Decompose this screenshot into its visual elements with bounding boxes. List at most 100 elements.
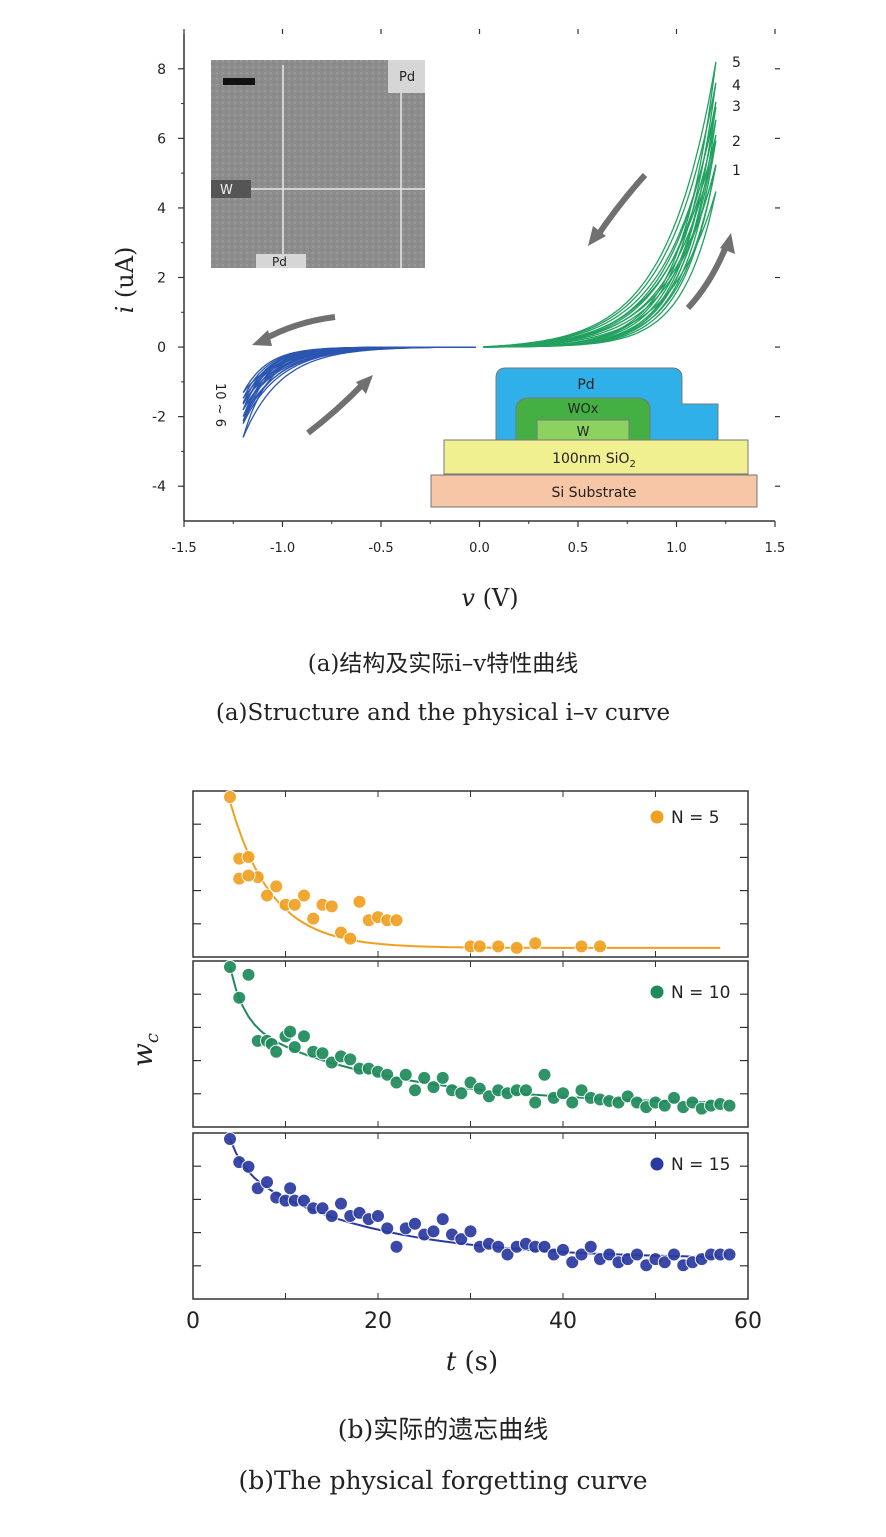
x-tick-label: 0.0 xyxy=(469,541,490,556)
legend-label: N = 15 xyxy=(671,1155,730,1175)
iv-curves xyxy=(242,61,717,438)
data-point xyxy=(565,1255,580,1270)
data-point xyxy=(297,1193,311,1208)
cycle-label: 5 xyxy=(732,55,741,71)
caption-a-en: (a)Structure and the physical i–v curve xyxy=(215,700,671,726)
data-point xyxy=(602,1247,617,1262)
sweep-arrow-head xyxy=(588,226,606,246)
data-point xyxy=(435,1070,450,1085)
iv-xlabel: v (V) xyxy=(461,584,518,612)
caption-b-cn: (b)实际的遗忘曲线 xyxy=(337,1415,549,1444)
data-point xyxy=(491,1239,506,1254)
data-point xyxy=(463,1224,478,1239)
y-tick-label: -2 xyxy=(152,410,166,426)
wox-layer-label: WOx xyxy=(568,402,599,417)
data-point xyxy=(324,1209,339,1223)
data-point xyxy=(491,939,506,954)
iv-curve-positive xyxy=(483,164,717,348)
data-point xyxy=(454,1086,469,1101)
data-point xyxy=(574,1247,589,1262)
y-tick-label: 6 xyxy=(157,131,166,147)
forgetting-ylabel: wc xyxy=(126,1033,163,1067)
cycle-label: 2 xyxy=(732,134,741,150)
cycle-label: 4 xyxy=(732,78,741,94)
caption-b-en: (b)The physical forgetting curve xyxy=(238,1466,648,1495)
w-layer xyxy=(536,419,630,441)
data-point xyxy=(667,1090,681,1105)
data-point xyxy=(556,1242,570,1257)
data-point xyxy=(241,868,256,883)
data-point xyxy=(426,1080,441,1095)
data-point xyxy=(287,897,302,912)
x-tick-label: 1.5 xyxy=(765,541,786,556)
data-point xyxy=(657,1098,672,1113)
data-point xyxy=(454,1232,469,1247)
data-point xyxy=(306,911,321,926)
data-point xyxy=(509,940,524,955)
si-substrate-layer xyxy=(430,474,758,508)
data-point xyxy=(297,1029,311,1044)
data-point xyxy=(556,1086,570,1101)
iv-curve-negative xyxy=(242,346,476,422)
sweep-arrows xyxy=(252,172,735,436)
data-point xyxy=(657,1255,672,1270)
data-point xyxy=(565,1095,580,1110)
data-point xyxy=(574,939,589,954)
forgetting-panels: N = 5 N = 10 N = 15 xyxy=(192,790,749,1300)
data-point xyxy=(398,1067,413,1082)
x-tick-label: -1.0 xyxy=(270,541,295,556)
sio2-layer xyxy=(443,439,749,475)
w-layer-label: W xyxy=(577,425,590,440)
data-point xyxy=(537,1067,552,1082)
x-tick-label: 40 xyxy=(549,1309,577,1334)
data-point xyxy=(232,990,247,1005)
sem-image xyxy=(211,60,425,268)
structure-inset: Si Substrate 100nm SiO2 Pd WOx W xyxy=(430,367,758,508)
si-substrate-label: Si Substrate xyxy=(551,485,636,501)
cycle-labels: 1 2 3 4 5 xyxy=(732,55,741,179)
sweep-arrow xyxy=(261,314,336,343)
data-point xyxy=(408,1083,422,1098)
data-point xyxy=(287,1040,302,1055)
data-point xyxy=(223,1132,237,1146)
data-point xyxy=(260,1175,274,1190)
y-tick-label: 0 xyxy=(157,340,166,356)
iv-curve-negative xyxy=(242,346,476,411)
data-point xyxy=(389,1239,404,1254)
data-point xyxy=(315,1046,330,1061)
cycle-label: 1 xyxy=(732,163,741,179)
w-pad xyxy=(211,180,251,198)
iv-curve-positive xyxy=(483,82,717,348)
x-tick-label: -0.5 xyxy=(368,541,393,556)
data-point xyxy=(371,1209,385,1223)
data-point xyxy=(408,1216,422,1231)
data-point xyxy=(352,894,367,909)
sweep-arrow xyxy=(306,380,367,436)
data-point xyxy=(574,1083,589,1098)
data-point xyxy=(380,1221,395,1236)
data-point xyxy=(500,1247,515,1262)
data-point xyxy=(343,1052,358,1067)
data-point xyxy=(343,931,358,946)
forgetting-tick-labels: 0 20 40 60 xyxy=(186,1309,762,1334)
data-point xyxy=(269,1044,284,1059)
data-point xyxy=(260,888,274,903)
data-point xyxy=(241,850,256,865)
y-tick-label: 8 xyxy=(157,62,166,78)
iv-curve-positive xyxy=(483,61,717,348)
data-point xyxy=(472,1081,487,1096)
data-point xyxy=(537,1239,552,1254)
caption-a-cn: (a)结构及实际i–v特性曲线 xyxy=(307,651,579,677)
pd-label-bottom: Pd xyxy=(272,255,287,269)
data-point xyxy=(241,967,256,982)
sweep-arrow-head xyxy=(356,375,373,394)
data-point xyxy=(269,879,284,894)
sweep-arrow xyxy=(685,242,730,311)
y-tick-label: 2 xyxy=(157,271,166,287)
data-point xyxy=(722,1098,737,1113)
data-point xyxy=(472,939,487,954)
forgetting-panel: N = 10 xyxy=(192,960,749,1128)
scale-bar xyxy=(223,78,255,85)
iv-tick-labels: -1.5 -1.0 -0.5 0.0 0.5 1.0 1.5 -4 -2 0 2 4 6 8 xyxy=(152,62,785,556)
data-point xyxy=(334,1196,348,1211)
